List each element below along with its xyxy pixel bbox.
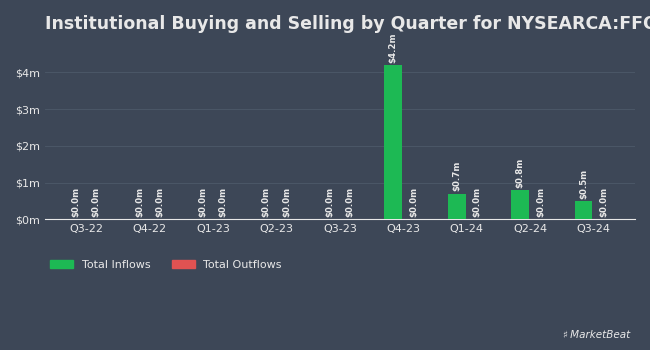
Text: $0.8m: $0.8m [515, 158, 525, 188]
Text: $0.0m: $0.0m [325, 187, 334, 217]
Bar [512, 190, 529, 219]
Text: $0.0m: $0.0m [262, 187, 271, 217]
Text: $0.0m: $0.0m [92, 187, 101, 217]
Text: $0.0m: $0.0m [346, 187, 355, 217]
Bar [575, 201, 593, 219]
Text: $0.7m: $0.7m [452, 161, 462, 191]
Text: $0.0m: $0.0m [155, 187, 164, 217]
Text: $0.0m: $0.0m [473, 187, 482, 217]
Text: ♯ MarketBeat: ♯ MarketBeat [564, 329, 630, 340]
Text: $0.0m: $0.0m [72, 187, 81, 217]
Bar [448, 194, 465, 219]
Text: $0.0m: $0.0m [198, 187, 207, 217]
Text: $0.0m: $0.0m [282, 187, 291, 217]
Text: $0.0m: $0.0m [599, 187, 608, 217]
Bar [384, 65, 402, 219]
Text: $0.0m: $0.0m [218, 187, 227, 217]
Text: $0.0m: $0.0m [536, 187, 545, 217]
Text: $0.0m: $0.0m [409, 187, 418, 217]
Legend: Total Inflows, Total Outflows: Total Inflows, Total Outflows [51, 260, 282, 270]
Text: $0.0m: $0.0m [135, 187, 144, 217]
Text: Institutional Buying and Selling by Quarter for NYSEARCA:FFOG: Institutional Buying and Selling by Quar… [45, 15, 650, 33]
Text: $0.5m: $0.5m [579, 169, 588, 199]
Text: $4.2m: $4.2m [389, 32, 398, 63]
